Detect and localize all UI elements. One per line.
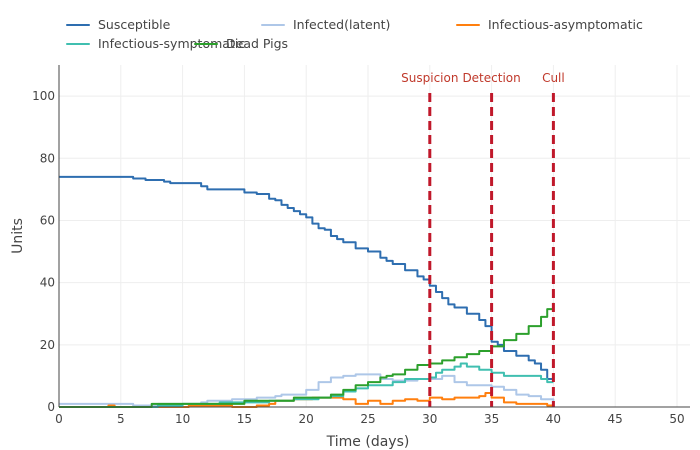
- legend-item-infectious-symptomatic[interactable]: Infectious-symptomatic: [66, 36, 245, 51]
- x-tick-label: 25: [360, 412, 375, 426]
- y-tick-label: 0: [47, 400, 55, 414]
- x-tick-label: 10: [175, 412, 190, 426]
- legend-item-dead-pigs[interactable]: Dead Pigs: [194, 36, 288, 51]
- legend-item-infectious-asymptomatic[interactable]: Infectious-asymptomatic: [456, 17, 643, 32]
- event-label-cull: Cull: [542, 71, 565, 85]
- y-tick-label: 80: [40, 151, 55, 165]
- series-dead-pigs: [59, 302, 555, 408]
- x-axis-title: Time (days): [326, 434, 410, 450]
- series-infectious-symptomatic: [59, 362, 554, 408]
- legend-item-infected-latent[interactable]: Infected(latent): [261, 17, 390, 32]
- legend-swatch: [66, 23, 90, 26]
- x-tick-label: 0: [55, 412, 63, 426]
- y-tick-label: 20: [40, 338, 55, 352]
- event-label-suspicion: Suspicion: [401, 71, 458, 85]
- x-tick-label: 45: [608, 412, 623, 426]
- legend-label: Infectious-asymptomatic: [488, 17, 643, 32]
- x-tick-label: 15: [237, 412, 252, 426]
- gridlines: [59, 65, 690, 407]
- series-lines: [59, 175, 555, 408]
- legend: Susceptible Infected(latent) Infectious-…: [0, 0, 700, 60]
- legend-swatch: [456, 23, 480, 26]
- y-tick-label: 40: [40, 276, 55, 290]
- x-tick-label: 35: [484, 412, 499, 426]
- x-tick-label: 40: [546, 412, 561, 426]
- y-tick-label: 60: [40, 213, 55, 227]
- legend-label: Infectious-symptomatic: [98, 36, 246, 51]
- x-tick-label: 5: [117, 412, 125, 426]
- series-susceptible: [59, 175, 555, 381]
- series-infected-latent: [59, 373, 555, 407]
- legend-label: Dead Pigs: [226, 36, 289, 51]
- legend-label: Susceptible: [98, 17, 171, 32]
- axes: 0 5 10 15 20 25 30 35 40 45 50 0 20 40 60 80 100: [32, 65, 690, 426]
- y-axis-title: Units: [10, 218, 26, 254]
- legend-swatch: [66, 42, 90, 45]
- x-tick-label: 30: [422, 412, 437, 426]
- legend-swatch: [261, 23, 285, 26]
- legend-item-susceptible[interactable]: Susceptible: [66, 17, 170, 32]
- legend-swatch: [194, 42, 218, 45]
- y-tick-label: 100: [32, 89, 55, 103]
- x-tick-label: 50: [669, 412, 684, 426]
- x-tick-label: 20: [299, 412, 314, 426]
- legend-label: Infected(latent): [293, 17, 391, 32]
- event-label-detection: Detection: [462, 71, 520, 85]
- event-markers: Suspicion Detection Cull: [401, 71, 565, 407]
